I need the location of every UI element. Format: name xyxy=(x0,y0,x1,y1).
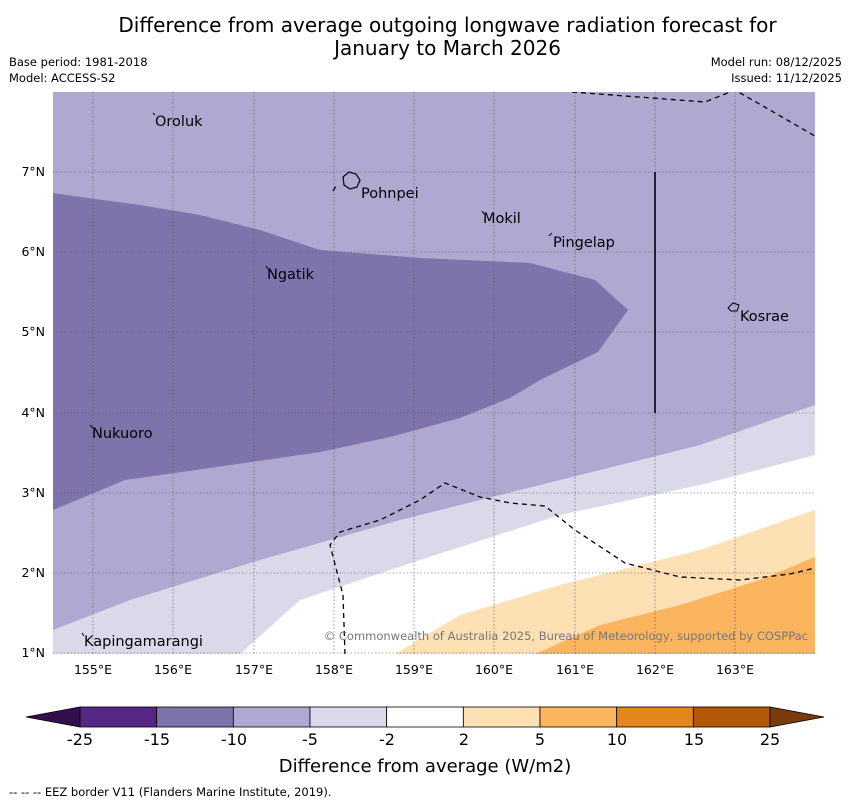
legend-labels: -25 -15 -10 -5 -2 2 5 10 15 25 xyxy=(67,730,780,749)
y-tick-1n: 1°N xyxy=(21,645,45,660)
x-tick-161: 161°E xyxy=(556,662,594,677)
model-name: Model: ACCESS-S2 xyxy=(9,71,116,85)
legend-label-minus25: -25 xyxy=(67,730,93,749)
x-tick-163: 163°E xyxy=(716,662,754,677)
place-pohnpei: Pohnpei xyxy=(361,186,419,202)
issued-date: Issued: 11/12/2025 xyxy=(731,71,842,85)
x-tick-156: 156°E xyxy=(154,662,192,677)
title-line-2: January to March 2026 xyxy=(334,36,561,60)
y-tick-4n: 4°N xyxy=(21,405,45,420)
x-tick-159: 159°E xyxy=(395,662,433,677)
legend-extend-high xyxy=(769,706,825,728)
legend-swatch xyxy=(616,706,694,728)
eez-border-north xyxy=(571,92,815,137)
atoll-markers xyxy=(81,112,553,637)
legend-swatch xyxy=(386,706,464,728)
legend-label-minus2: -2 xyxy=(379,730,395,749)
x-tick-158: 158°E xyxy=(315,662,353,677)
place-kosrae: Kosrae xyxy=(740,309,789,325)
eez-border-west-stub xyxy=(332,185,337,192)
legend-label-minus15: -15 xyxy=(144,730,170,749)
legend-label-minus10: -10 xyxy=(221,730,247,749)
legend-extend-low xyxy=(25,706,81,728)
kosrae-outline xyxy=(727,302,740,312)
y-tick-2n: 2°N xyxy=(21,565,45,580)
x-tick-157: 157°E xyxy=(235,662,273,677)
meta-left: Base period: 1981-2018 Model: ACCESS-S2 xyxy=(9,54,148,86)
meta-right: Model run: 08/12/2025 Issued: 11/12/2025 xyxy=(711,54,842,86)
chart-title: Difference from average outgoing longwav… xyxy=(80,14,815,60)
place-oroluk: Oroluk xyxy=(155,114,203,130)
legend-label-25: 25 xyxy=(760,730,780,749)
eez-border-south xyxy=(329,482,815,654)
place-nukuoro: Nukuoro xyxy=(92,426,153,442)
place-ngatik: Ngatik xyxy=(267,267,315,283)
model-run: Model run: 08/12/2025 xyxy=(710,55,842,69)
legend-swatch xyxy=(539,706,618,728)
y-tick-6n: 6°N xyxy=(21,244,45,259)
legend-label-2: 2 xyxy=(459,730,469,749)
y-tick-5n: 5°N xyxy=(21,324,45,339)
legend-swatch xyxy=(309,706,388,728)
copyright-notice: © Commonwealth of Australia 2025, Bureau… xyxy=(324,629,808,643)
y-tick-3n: 3°N xyxy=(21,485,45,500)
legend-swatch xyxy=(462,706,541,728)
eez-footnote: -- -- -- EEZ border V11 (Flanders Marine… xyxy=(9,785,332,799)
legend-label-5: 5 xyxy=(535,730,545,749)
legend-label-10: 10 xyxy=(607,730,627,749)
y-tick-7n: 7°N xyxy=(21,164,45,179)
axis-ticks: 155°E 156°E 157°E 158°E 159°E 160°E 161°… xyxy=(21,164,754,677)
place-mokil: Mokil xyxy=(483,211,521,227)
legend-label-15: 15 xyxy=(684,730,704,749)
legend-colorbar xyxy=(25,706,825,728)
anomaly-band-plus5 xyxy=(535,557,815,654)
legend-swatch xyxy=(232,706,311,728)
eez-borders xyxy=(329,92,815,654)
anomaly-band-minus15 xyxy=(53,193,628,510)
map-area: Oroluk Pohnpei Mokil Pingelap Ngatik Kos… xyxy=(53,92,815,654)
place-kapingamarangi: Kapingamarangi xyxy=(84,634,203,650)
legend-title: Difference from average (W/m2) xyxy=(279,756,571,777)
legend-swatch xyxy=(156,706,234,728)
legend-swatch xyxy=(79,706,158,728)
base-period: Base period: 1981-2018 xyxy=(9,55,148,69)
title-line-1: Difference from average outgoing longwav… xyxy=(118,13,777,37)
legend-swatch xyxy=(692,706,771,728)
x-tick-160: 160°E xyxy=(475,662,513,677)
pohnpei-outline xyxy=(342,171,361,190)
x-tick-155: 155°E xyxy=(74,662,112,677)
x-tick-162: 162°E xyxy=(636,662,674,677)
place-pingelap: Pingelap xyxy=(553,235,615,251)
legend-label-minus5: -5 xyxy=(302,730,318,749)
